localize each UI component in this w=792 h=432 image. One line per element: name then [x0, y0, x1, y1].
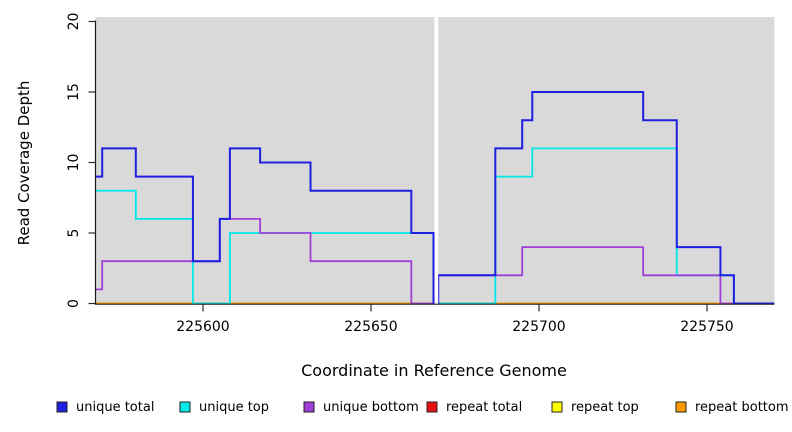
x-tick-label: 225650 — [344, 319, 397, 335]
x-axis-ticks: 225600 225650 225700 225750 — [176, 304, 734, 335]
gap-band — [434, 17, 439, 305]
legend-label-unique-bottom: unique bottom — [323, 400, 419, 415]
y-tick-label: 0 — [66, 299, 82, 308]
legend-label-repeat-top: repeat top — [571, 400, 639, 415]
legend-swatch-repeat-top — [551, 401, 563, 413]
axes: 225600 225650 225700 225750 0 5 10 15 20 — [66, 13, 775, 335]
legend-swatch-repeat-bottom — [675, 401, 687, 413]
x-tick-label: 225600 — [176, 319, 229, 335]
y-axis-title: Read Coverage Depth — [15, 81, 33, 246]
legend-swatch-unique-bottom — [303, 401, 315, 413]
legend-label-unique-total: unique total — [76, 400, 154, 415]
legend: unique total unique top unique bottom repea… — [56, 400, 789, 415]
x-tick-label: 225700 — [512, 319, 565, 335]
legend-swatch-unique-top — [179, 401, 191, 413]
legend-swatch-unique-total — [56, 401, 68, 413]
y-tick-label: 10 — [66, 154, 82, 172]
x-axis-title: Coordinate in Reference Genome — [301, 361, 567, 380]
y-tick-label: 20 — [66, 13, 82, 31]
y-tick-label: 5 — [66, 229, 82, 238]
series-line-unique-total — [95, 91, 775, 305]
legend-swatch-repeat-total — [426, 401, 438, 413]
y-axis-ticks: 0 5 10 15 20 — [66, 13, 96, 308]
legend-label-repeat-total: repeat total — [446, 400, 522, 415]
legend-label-unique-top: unique top — [199, 400, 269, 415]
y-tick-label: 15 — [66, 83, 82, 101]
legend-label-repeat-bottom: repeat bottom — [695, 400, 789, 415]
x-tick-label: 225750 — [680, 319, 733, 335]
